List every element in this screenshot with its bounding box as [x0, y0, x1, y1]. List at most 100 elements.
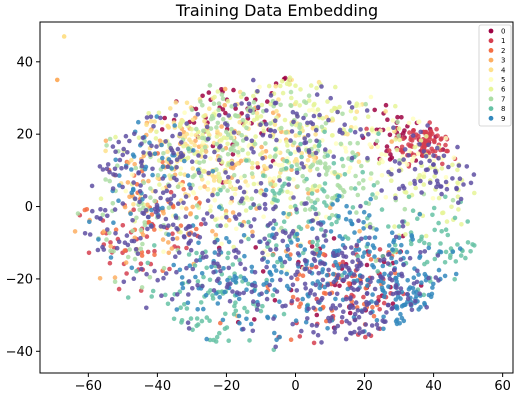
data-point-class-extra [149, 143, 154, 149]
data-point-class-5 [234, 226, 239, 232]
data-point-class-7 [208, 126, 214, 131]
data-point-class-extra [249, 138, 255, 144]
data-point-class-9 [129, 167, 134, 172]
data-point-class-extra [347, 305, 353, 311]
data-point-class-9 [243, 277, 249, 283]
data-point-class-5 [178, 166, 184, 171]
data-point-class-9 [215, 301, 221, 306]
data-point-class-5 [208, 156, 213, 161]
data-point-class-2 [368, 257, 374, 262]
data-point-class-extra [253, 188, 259, 194]
data-point-class-extra [110, 186, 116, 191]
data-point-class-extra [263, 206, 268, 212]
data-point-class-extra [296, 146, 301, 152]
data-point-class-extra [304, 201, 309, 206]
data-point-class-9 [381, 280, 386, 286]
data-point-class-5 [272, 161, 278, 167]
data-point-class-3 [250, 229, 255, 235]
data-point-class-1 [170, 231, 175, 236]
data-point-class-extra [301, 115, 306, 121]
data-point-class-8 [317, 142, 322, 148]
data-point-class-extra [358, 127, 363, 132]
data-point-class-extra [418, 129, 424, 135]
data-point-class-5 [247, 142, 252, 148]
data-point-class-extra [433, 275, 439, 280]
data-point-class-7 [318, 160, 323, 166]
data-point-class-5 [406, 120, 412, 126]
data-point-class-6 [341, 127, 346, 132]
data-point-class-9 [386, 243, 392, 248]
data-point-class-extra [161, 275, 166, 281]
data-point-class-extra [396, 186, 402, 192]
data-point-class-extra [303, 286, 309, 291]
data-point-class-extra [233, 254, 239, 260]
data-point-class-5 [205, 187, 211, 192]
data-point-class-extra [140, 135, 146, 141]
data-point-class-3 [145, 202, 150, 208]
data-point-class-9 [249, 264, 255, 270]
data-point-class-8 [458, 253, 464, 258]
data-point-class-7 [107, 230, 112, 236]
data-point-class-9 [401, 302, 406, 308]
data-point-class-7 [323, 161, 328, 166]
legend-label-9: 9 [501, 115, 505, 123]
data-point-class-7 [306, 93, 312, 98]
data-point-class-8 [218, 187, 223, 193]
data-point-class-8 [396, 224, 402, 229]
data-point-class-7 [239, 133, 244, 138]
legend-label-3: 3 [501, 57, 505, 65]
data-point-class-extra [174, 269, 179, 275]
data-point-class-extra [201, 217, 206, 222]
data-point-class-9 [436, 267, 442, 273]
data-point-class-9 [381, 326, 386, 332]
data-point-class-extra [116, 139, 121, 145]
data-point-class-6 [178, 230, 183, 235]
data-point-class-6 [216, 171, 222, 177]
data-point-class-9 [285, 243, 290, 249]
data-point-class-8 [194, 316, 200, 321]
data-point-class-7 [233, 113, 238, 119]
data-point-class-7 [348, 186, 354, 191]
data-point-class-9 [130, 152, 136, 157]
data-point-class-6 [297, 103, 303, 108]
data-point-class-7 [249, 171, 255, 176]
data-point-class-extra [369, 275, 375, 281]
legend-marker-5 [488, 77, 494, 82]
data-point-class-7 [402, 206, 408, 212]
data-point-class-1 [340, 259, 346, 265]
data-point-class-extra [147, 151, 152, 156]
data-point-class-8 [279, 263, 285, 269]
data-point-class-extra [205, 198, 211, 203]
data-point-class-extra [326, 267, 331, 273]
data-point-class-7 [340, 111, 345, 117]
data-point-class-8 [320, 187, 325, 192]
legend-label-7: 7 [501, 95, 505, 103]
data-point-class-extra [282, 259, 288, 265]
data-point-class-1 [120, 223, 126, 228]
data-point-class-6 [267, 154, 273, 159]
data-point-class-extra [313, 127, 319, 133]
data-point-class-extra [225, 123, 230, 128]
data-point-class-6 [403, 232, 408, 237]
data-point-class-1 [376, 294, 382, 300]
data-point-class-9 [371, 264, 377, 270]
data-point-class-5 [219, 241, 224, 247]
data-point-class-extra [273, 344, 279, 350]
data-point-class-extra [107, 169, 112, 175]
data-point-class-6 [178, 171, 183, 177]
data-point-class-1 [377, 307, 383, 312]
data-point-class-9 [390, 247, 396, 252]
data-point-class-8 [443, 249, 449, 255]
data-point-class-extra [335, 323, 341, 329]
legend-label-2: 2 [501, 47, 505, 55]
data-point-class-8 [178, 305, 183, 311]
data-point-class-extra [353, 300, 359, 305]
data-point-class-0 [385, 117, 390, 122]
data-point-class-6 [200, 132, 205, 137]
data-point-class-extra [182, 234, 187, 240]
data-point-class-extra [332, 329, 338, 335]
data-point-class-extra [237, 185, 243, 190]
data-point-class-extra [318, 297, 324, 303]
data-point-class-9 [337, 193, 342, 199]
data-point-class-extra [456, 200, 461, 205]
